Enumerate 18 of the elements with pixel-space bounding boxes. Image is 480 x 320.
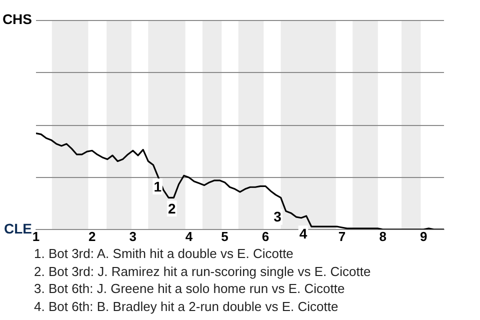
x-tick-label: 3 bbox=[129, 228, 137, 244]
x-tick-label: 1 bbox=[32, 228, 40, 244]
text: 3. Bot 6th: J. Greene hit a solo home run vs E. Cicotte bbox=[34, 280, 346, 298]
x-tick-label: 4 bbox=[185, 228, 194, 244]
x-tick-label: 5 bbox=[221, 228, 228, 244]
text: CHS bbox=[2, 10, 32, 27]
x-tick-label: 8 bbox=[379, 228, 386, 244]
annotation: 1 bbox=[154, 178, 162, 194]
annotation: 2 bbox=[168, 200, 176, 216]
text: 2. Bot 3rd: J. Ramirez hit a run-scoring single vs E. Cicotte bbox=[34, 262, 372, 280]
x-tick-label: 9 bbox=[420, 228, 428, 244]
annotation: 3 bbox=[274, 208, 282, 225]
x-tick-label: 2 bbox=[88, 228, 96, 244]
text: CLE bbox=[4, 220, 32, 236]
x-tick-label: 7 bbox=[338, 228, 346, 244]
x-tick-label: 6 bbox=[262, 228, 270, 244]
text: 1. Bot 3rd: A. Smith hit a double vs E. Cicotte bbox=[34, 245, 294, 262]
text: 4. Bot 6th: B. Bradley hit a 2-run double vs E. Cicotte bbox=[34, 298, 340, 315]
